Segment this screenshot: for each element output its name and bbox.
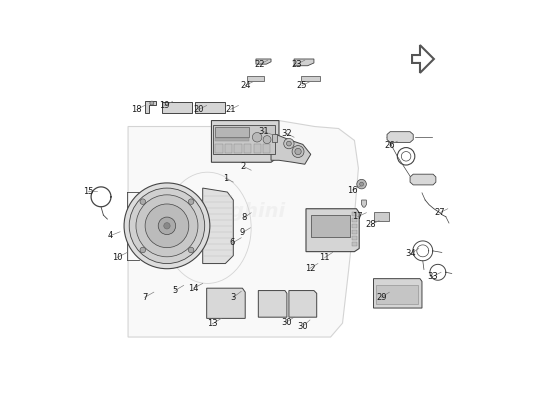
Polygon shape xyxy=(207,288,245,318)
Text: 14: 14 xyxy=(188,284,199,293)
Bar xyxy=(247,76,264,81)
Polygon shape xyxy=(203,188,233,264)
Text: 8: 8 xyxy=(241,213,247,222)
Text: 10: 10 xyxy=(112,253,122,262)
Circle shape xyxy=(129,188,205,264)
Polygon shape xyxy=(373,279,422,308)
Bar xyxy=(353,218,358,222)
Bar xyxy=(234,144,241,153)
Circle shape xyxy=(164,223,170,229)
Text: 32: 32 xyxy=(281,129,292,138)
Circle shape xyxy=(360,182,364,186)
Text: 21: 21 xyxy=(226,105,236,114)
Text: 12: 12 xyxy=(305,264,315,273)
Polygon shape xyxy=(128,120,359,337)
Circle shape xyxy=(140,199,146,204)
Text: 30: 30 xyxy=(298,322,308,331)
Circle shape xyxy=(252,132,262,142)
Text: 15: 15 xyxy=(83,187,94,196)
Circle shape xyxy=(188,247,194,253)
Text: 26: 26 xyxy=(384,141,395,150)
Text: 20: 20 xyxy=(194,105,204,114)
Text: 30: 30 xyxy=(281,318,292,327)
Bar xyxy=(353,224,358,228)
Circle shape xyxy=(140,247,146,253)
Text: 33: 33 xyxy=(428,272,438,281)
Text: 1: 1 xyxy=(223,174,228,183)
Text: 17: 17 xyxy=(353,212,363,221)
Polygon shape xyxy=(256,59,271,64)
Bar xyxy=(216,127,249,137)
Polygon shape xyxy=(361,200,366,207)
Text: 5: 5 xyxy=(172,286,178,295)
Text: 29: 29 xyxy=(376,293,387,302)
Circle shape xyxy=(357,179,366,189)
Bar xyxy=(225,144,232,153)
Bar xyxy=(373,212,389,221)
Circle shape xyxy=(124,183,210,269)
Polygon shape xyxy=(294,59,314,66)
Text: 6: 6 xyxy=(230,238,235,247)
Bar xyxy=(353,212,358,216)
Polygon shape xyxy=(410,174,436,185)
Circle shape xyxy=(284,138,294,149)
Text: 34: 34 xyxy=(405,249,416,258)
Text: 16: 16 xyxy=(347,186,358,194)
Polygon shape xyxy=(412,45,434,73)
Circle shape xyxy=(263,136,271,144)
Bar xyxy=(311,215,350,236)
Polygon shape xyxy=(258,290,287,317)
Bar xyxy=(272,134,277,142)
Polygon shape xyxy=(145,102,156,114)
Polygon shape xyxy=(387,132,413,142)
Bar xyxy=(244,144,251,153)
Text: 24: 24 xyxy=(240,81,250,90)
Text: 28: 28 xyxy=(366,220,376,229)
Text: 27: 27 xyxy=(434,208,445,217)
Text: 3: 3 xyxy=(230,293,236,302)
Text: 18: 18 xyxy=(131,105,142,114)
Polygon shape xyxy=(271,132,311,164)
Polygon shape xyxy=(211,120,279,162)
Bar xyxy=(213,124,275,154)
Bar xyxy=(263,144,270,153)
Text: 4: 4 xyxy=(108,231,113,240)
Bar xyxy=(162,102,191,114)
Text: 19: 19 xyxy=(160,101,170,110)
Text: 11: 11 xyxy=(320,253,330,262)
Bar xyxy=(216,138,249,141)
Circle shape xyxy=(145,204,189,248)
Circle shape xyxy=(136,195,198,257)
Bar xyxy=(353,230,358,234)
Bar xyxy=(254,144,261,153)
Circle shape xyxy=(150,101,154,105)
Text: lamborghini: lamborghini xyxy=(153,202,285,222)
Bar xyxy=(216,144,223,153)
Text: 25: 25 xyxy=(297,81,307,90)
Bar xyxy=(353,242,358,246)
Text: 23: 23 xyxy=(292,60,302,69)
Circle shape xyxy=(287,141,292,146)
Bar xyxy=(195,102,224,114)
Text: 2: 2 xyxy=(240,162,246,171)
Text: 22: 22 xyxy=(255,60,265,69)
Text: 13: 13 xyxy=(207,320,218,328)
Circle shape xyxy=(188,199,194,204)
Bar xyxy=(376,285,418,304)
Circle shape xyxy=(158,217,175,234)
Circle shape xyxy=(295,148,301,155)
Bar xyxy=(353,236,358,240)
Text: 7: 7 xyxy=(142,293,147,302)
Text: 9: 9 xyxy=(240,228,245,237)
Polygon shape xyxy=(289,290,317,317)
Circle shape xyxy=(292,146,304,158)
Polygon shape xyxy=(306,209,359,252)
Text: 31: 31 xyxy=(258,127,269,136)
Bar xyxy=(301,76,320,81)
